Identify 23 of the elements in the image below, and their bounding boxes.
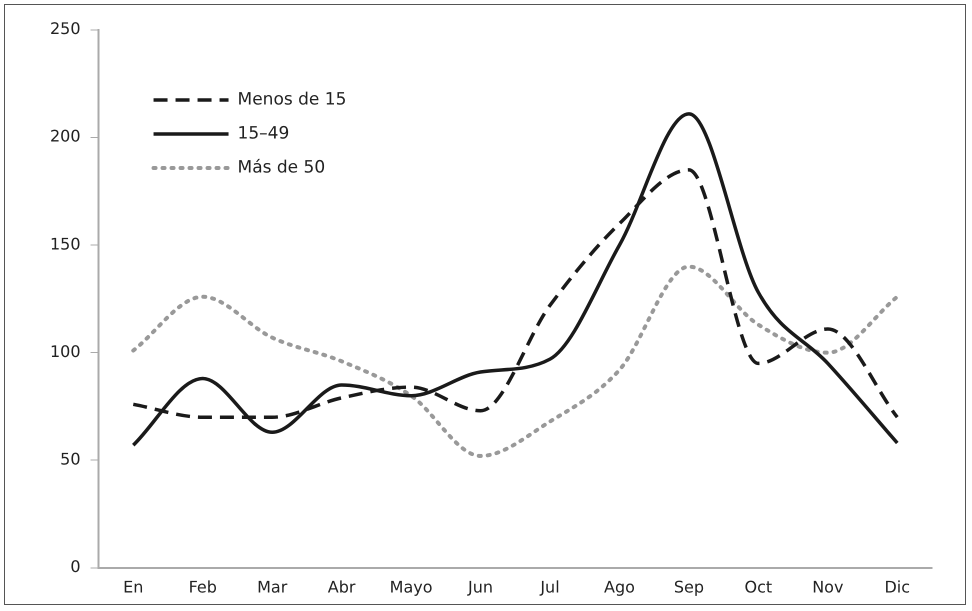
y-tick-label: 150 <box>50 234 81 254</box>
y-tick-label: 0 <box>70 556 81 576</box>
x-tick-label: En <box>123 578 144 597</box>
legend-label: Menos de 15 <box>238 89 346 110</box>
x-tick-label: Oct <box>744 578 772 597</box>
y-tick-label: 50 <box>60 449 81 468</box>
x-tick-label: Feb <box>188 578 217 597</box>
y-tick-label: 100 <box>50 342 81 361</box>
x-tick-label: Ago <box>604 578 635 597</box>
x-tick-label: Mayo <box>390 578 433 597</box>
x-tick-label: Abr <box>328 578 356 597</box>
y-tick-label: 250 <box>50 19 81 38</box>
legend-label: 15–49 <box>238 123 290 144</box>
legend-label: Más de 50 <box>238 157 326 178</box>
x-tick-label: Nov <box>812 578 844 597</box>
x-tick-label: Sep <box>674 578 704 597</box>
y-tick-label: 200 <box>50 126 81 146</box>
x-tick-label: Jul <box>539 578 560 597</box>
line-series <box>131 264 900 458</box>
line-series <box>132 112 900 447</box>
x-tick-label: Mar <box>257 578 288 597</box>
x-tick-label: Dic <box>884 578 910 597</box>
x-tick-label: Jun <box>467 578 494 597</box>
